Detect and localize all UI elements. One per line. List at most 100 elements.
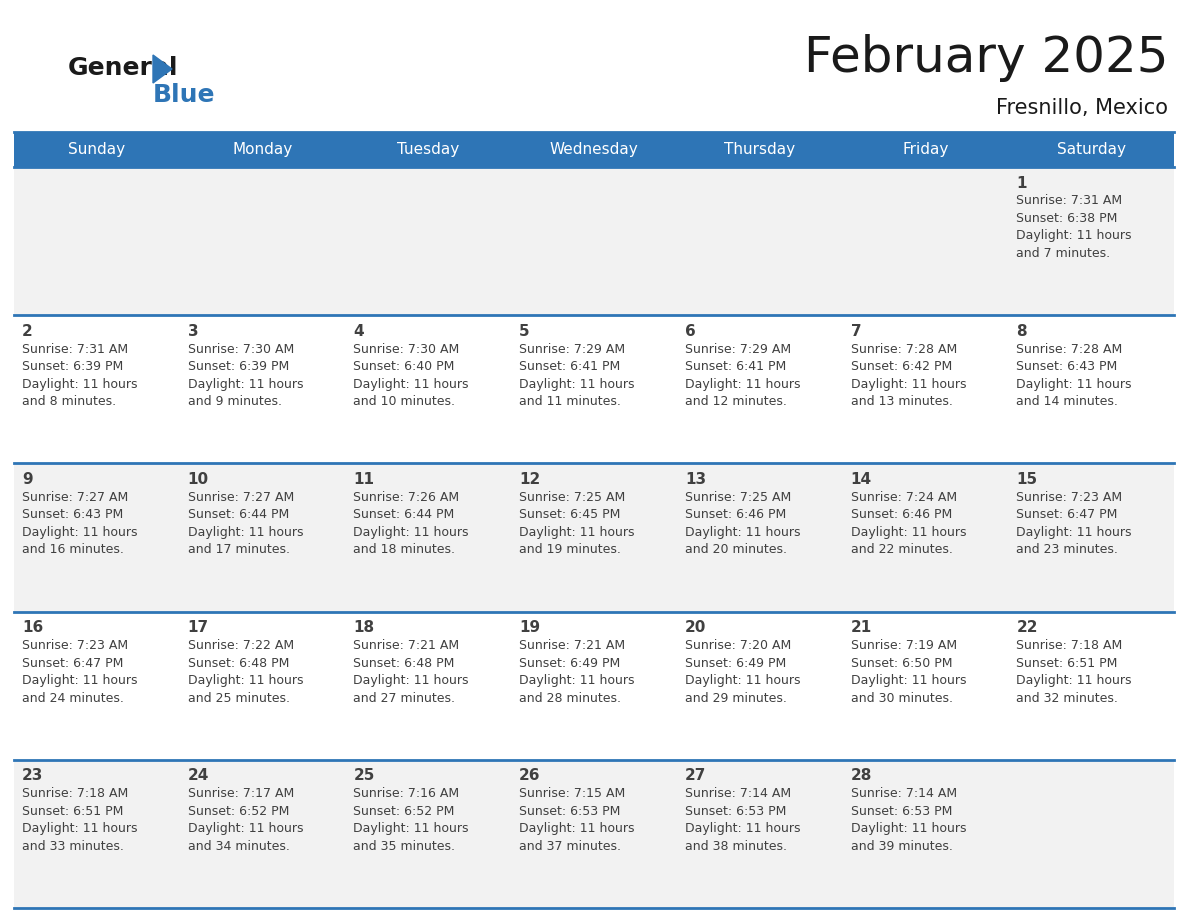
Text: Sunset: 6:43 PM: Sunset: 6:43 PM: [23, 509, 124, 521]
Polygon shape: [153, 55, 172, 83]
Text: 9: 9: [23, 472, 32, 487]
Text: and 24 minutes.: and 24 minutes.: [23, 691, 124, 705]
Text: Sunset: 6:40 PM: Sunset: 6:40 PM: [353, 360, 455, 374]
Text: Sunrise: 7:29 AM: Sunrise: 7:29 AM: [684, 342, 791, 355]
Text: and 7 minutes.: and 7 minutes.: [1016, 247, 1111, 260]
Text: Sunrise: 7:24 AM: Sunrise: 7:24 AM: [851, 491, 956, 504]
Text: Daylight: 11 hours: Daylight: 11 hours: [851, 526, 966, 539]
Text: Sunrise: 7:14 AM: Sunrise: 7:14 AM: [684, 788, 791, 800]
Text: and 12 minutes.: and 12 minutes.: [684, 396, 786, 409]
Text: Sunset: 6:45 PM: Sunset: 6:45 PM: [519, 509, 620, 521]
Text: and 28 minutes.: and 28 minutes.: [519, 691, 621, 705]
Bar: [1009, 132, 1174, 167]
Text: 16: 16: [23, 620, 43, 635]
Text: Sunset: 6:48 PM: Sunset: 6:48 PM: [353, 656, 455, 669]
Bar: [1009, 464, 1174, 611]
Text: Sunrise: 7:26 AM: Sunrise: 7:26 AM: [353, 491, 460, 504]
Text: Sunrise: 7:27 AM: Sunrise: 7:27 AM: [188, 491, 293, 504]
Text: Sunrise: 7:21 AM: Sunrise: 7:21 AM: [519, 639, 625, 652]
Text: Sunrise: 7:15 AM: Sunrise: 7:15 AM: [519, 788, 625, 800]
Text: Sunrise: 7:23 AM: Sunrise: 7:23 AM: [1016, 491, 1123, 504]
Text: Sunset: 6:41 PM: Sunset: 6:41 PM: [519, 360, 620, 374]
Text: Sunset: 6:46 PM: Sunset: 6:46 PM: [684, 509, 786, 521]
Bar: [842, 760, 1009, 908]
Text: and 16 minutes.: and 16 minutes.: [23, 543, 124, 556]
Text: and 19 minutes.: and 19 minutes.: [519, 543, 621, 556]
Text: 24: 24: [188, 768, 209, 783]
Bar: [179, 132, 346, 167]
Text: Daylight: 11 hours: Daylight: 11 hours: [23, 377, 138, 391]
Text: and 10 minutes.: and 10 minutes.: [353, 396, 455, 409]
Bar: [179, 315, 346, 464]
Bar: [842, 315, 1009, 464]
Bar: [346, 464, 511, 611]
Text: Sunrise: 7:29 AM: Sunrise: 7:29 AM: [519, 342, 625, 355]
Text: Daylight: 11 hours: Daylight: 11 hours: [1016, 230, 1132, 242]
Text: and 30 minutes.: and 30 minutes.: [851, 691, 953, 705]
Text: Daylight: 11 hours: Daylight: 11 hours: [353, 377, 469, 391]
Text: Sunrise: 7:16 AM: Sunrise: 7:16 AM: [353, 788, 460, 800]
Text: Tuesday: Tuesday: [397, 142, 460, 157]
Bar: [179, 760, 346, 908]
Bar: [14, 315, 179, 464]
Text: 21: 21: [851, 620, 872, 635]
Text: Sunset: 6:43 PM: Sunset: 6:43 PM: [1016, 360, 1118, 374]
Text: and 32 minutes.: and 32 minutes.: [1016, 691, 1118, 705]
Bar: [346, 132, 511, 167]
Bar: [677, 167, 842, 315]
Text: Sunrise: 7:31 AM: Sunrise: 7:31 AM: [1016, 195, 1123, 207]
Text: 7: 7: [851, 324, 861, 339]
Text: Sunset: 6:39 PM: Sunset: 6:39 PM: [188, 360, 289, 374]
Text: 13: 13: [684, 472, 706, 487]
Text: 10: 10: [188, 472, 209, 487]
Bar: [677, 315, 842, 464]
Bar: [179, 167, 346, 315]
Text: and 13 minutes.: and 13 minutes.: [851, 396, 953, 409]
Text: Daylight: 11 hours: Daylight: 11 hours: [353, 674, 469, 687]
Text: Monday: Monday: [233, 142, 292, 157]
Text: and 14 minutes.: and 14 minutes.: [1016, 396, 1118, 409]
Bar: [842, 464, 1009, 611]
Text: Sunrise: 7:21 AM: Sunrise: 7:21 AM: [353, 639, 460, 652]
Text: Sunset: 6:49 PM: Sunset: 6:49 PM: [684, 656, 786, 669]
Text: 14: 14: [851, 472, 872, 487]
Text: and 29 minutes.: and 29 minutes.: [684, 691, 786, 705]
Bar: [511, 167, 677, 315]
Text: 5: 5: [519, 324, 530, 339]
Text: and 11 minutes.: and 11 minutes.: [519, 396, 621, 409]
Text: and 23 minutes.: and 23 minutes.: [1016, 543, 1118, 556]
Text: Sunset: 6:47 PM: Sunset: 6:47 PM: [1016, 509, 1118, 521]
Text: Daylight: 11 hours: Daylight: 11 hours: [23, 526, 138, 539]
Text: Sunset: 6:47 PM: Sunset: 6:47 PM: [23, 656, 124, 669]
Text: and 33 minutes.: and 33 minutes.: [23, 840, 124, 853]
Text: and 9 minutes.: and 9 minutes.: [188, 396, 282, 409]
Text: 17: 17: [188, 620, 209, 635]
Bar: [842, 132, 1009, 167]
Text: Daylight: 11 hours: Daylight: 11 hours: [684, 526, 801, 539]
Bar: [14, 464, 179, 611]
Text: Thursday: Thursday: [725, 142, 795, 157]
Text: Sunrise: 7:20 AM: Sunrise: 7:20 AM: [684, 639, 791, 652]
Text: and 8 minutes.: and 8 minutes.: [23, 396, 116, 409]
Text: Saturday: Saturday: [1056, 142, 1126, 157]
Text: 18: 18: [353, 620, 374, 635]
Text: Sunset: 6:50 PM: Sunset: 6:50 PM: [851, 656, 952, 669]
Text: 27: 27: [684, 768, 706, 783]
Text: Fresnillo, Mexico: Fresnillo, Mexico: [996, 98, 1168, 118]
Text: Sunset: 6:39 PM: Sunset: 6:39 PM: [23, 360, 124, 374]
Text: Sunset: 6:48 PM: Sunset: 6:48 PM: [188, 656, 289, 669]
Text: Sunrise: 7:28 AM: Sunrise: 7:28 AM: [851, 342, 956, 355]
Text: Sunset: 6:44 PM: Sunset: 6:44 PM: [353, 509, 455, 521]
Text: Daylight: 11 hours: Daylight: 11 hours: [188, 823, 303, 835]
Text: Daylight: 11 hours: Daylight: 11 hours: [1016, 526, 1132, 539]
Text: Daylight: 11 hours: Daylight: 11 hours: [1016, 377, 1132, 391]
Text: Wednesday: Wednesday: [550, 142, 638, 157]
Text: Sunset: 6:42 PM: Sunset: 6:42 PM: [851, 360, 952, 374]
Bar: [677, 132, 842, 167]
Text: Sunset: 6:53 PM: Sunset: 6:53 PM: [519, 805, 620, 818]
Bar: [842, 611, 1009, 760]
Text: 8: 8: [1016, 324, 1026, 339]
Bar: [1009, 760, 1174, 908]
Text: Daylight: 11 hours: Daylight: 11 hours: [519, 823, 634, 835]
Text: Sunset: 6:46 PM: Sunset: 6:46 PM: [851, 509, 952, 521]
